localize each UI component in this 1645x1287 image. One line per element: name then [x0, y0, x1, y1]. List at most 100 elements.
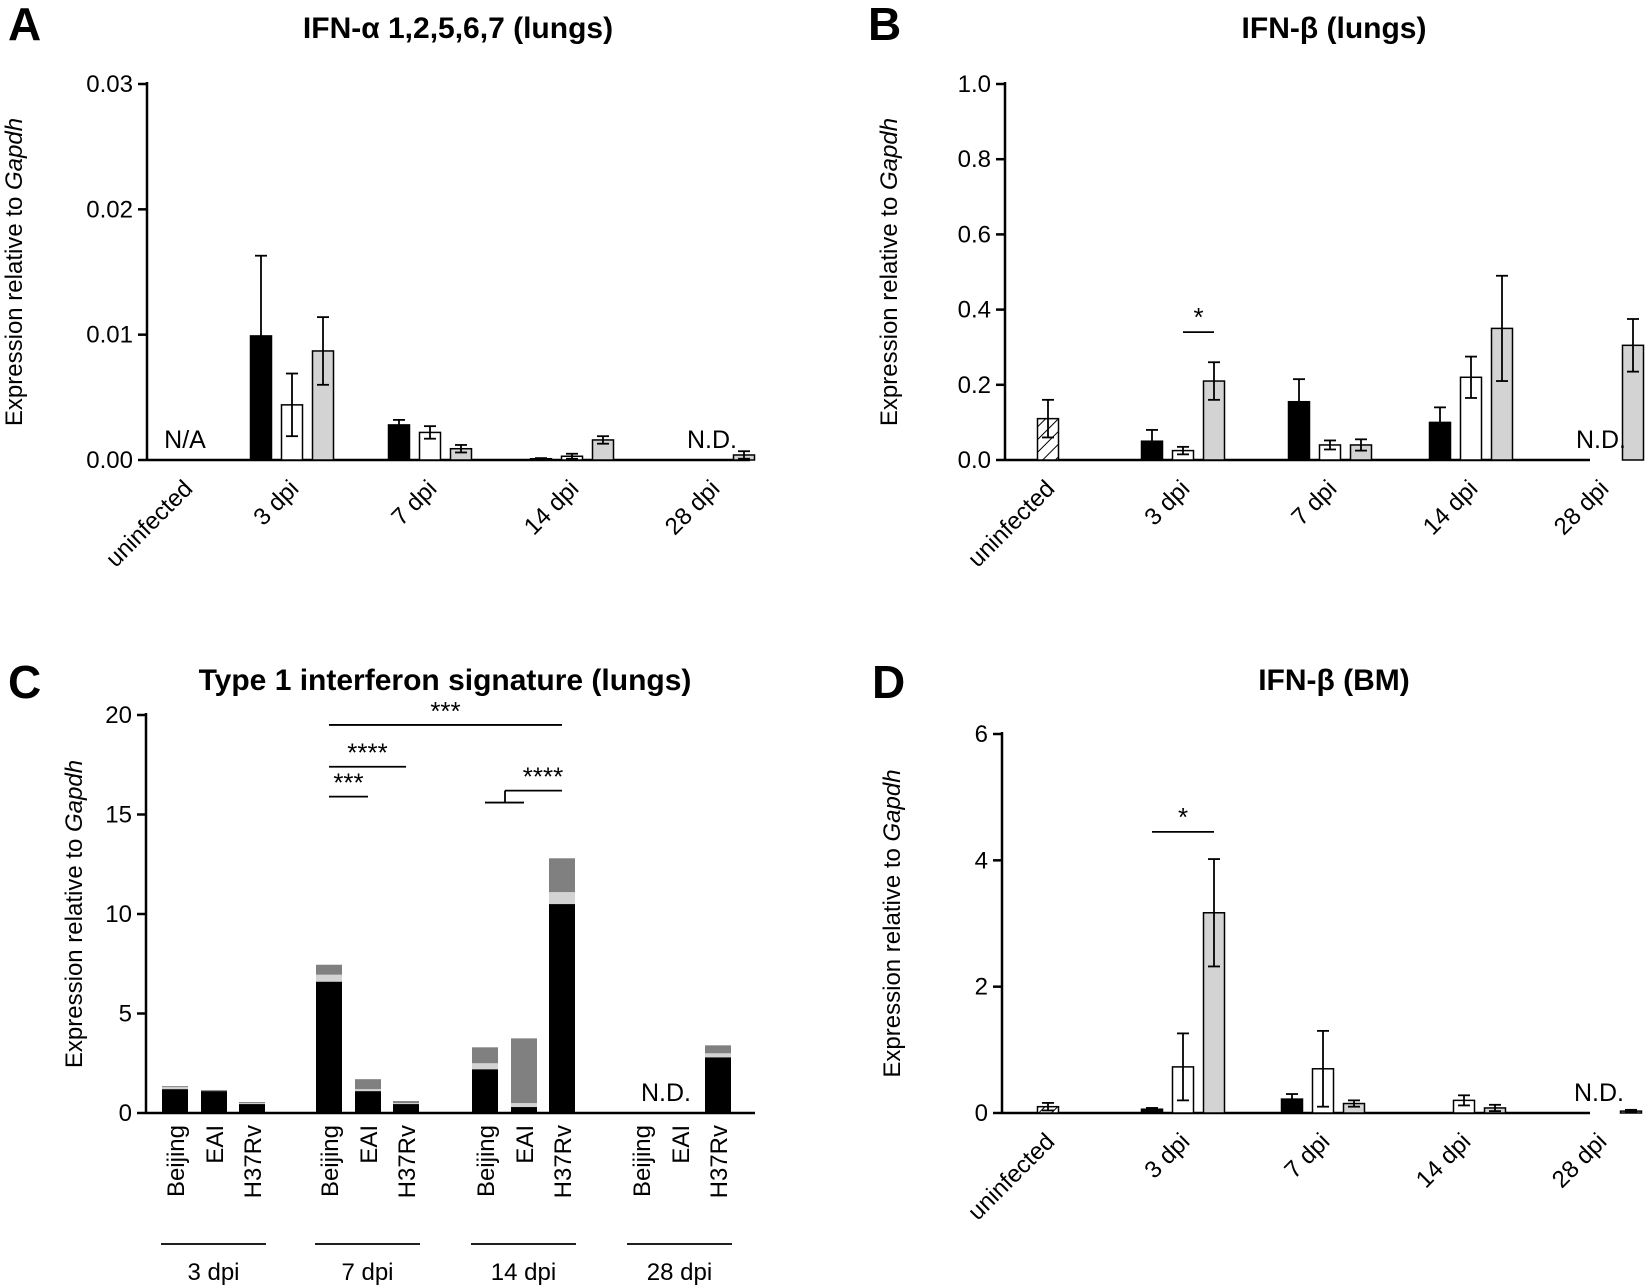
- panel-b-category-label: uninfected: [963, 475, 1060, 572]
- panel-a-annotation: N/A: [164, 426, 206, 454]
- panel-c-bar-segment-h37rv: [393, 1104, 419, 1113]
- panel-c-bar-segment-beijing: [162, 1089, 188, 1113]
- panel-c-bar-segment-eai: [201, 1090, 227, 1092]
- panel-c-bar-segment-beijing: [162, 1087, 188, 1090]
- panel-c-group-label: 3 dpi: [187, 1259, 239, 1286]
- panel-d-category-label: 3 dpi: [1139, 1128, 1195, 1184]
- panel-b-category-label: 7 dpi: [1286, 475, 1342, 531]
- panel-b-y-tick-label: 1.0: [958, 71, 991, 98]
- panel-c-group-label: 7 dpi: [341, 1259, 393, 1286]
- panel-d-chart: 0 2 4 6 Expression relative to Gapdh IFN-β (B…: [879, 664, 1643, 1226]
- panel-c-bar-segment-eai: [511, 1107, 537, 1113]
- panel-c-bar-segment-beijing: [316, 981, 342, 1113]
- panel-b-annotation: N.D.: [1576, 426, 1626, 454]
- panel-c-bar-segment-h37rv: [393, 1101, 419, 1104]
- panel-c-group-label: 28 dpi: [647, 1259, 712, 1286]
- panel-c-bar-segment-eai: [355, 1091, 381, 1113]
- panel-c-strain-label: EAI: [512, 1125, 539, 1164]
- panel-c-bar-segment-eai: [201, 1091, 227, 1113]
- panel-a-y-tick-label: 0.03: [86, 71, 133, 98]
- panel-c-bar-segment-beijing: [472, 1069, 498, 1113]
- panel-b-letter: B: [868, 0, 901, 50]
- panel-c-strain-label: H37Rv: [394, 1125, 421, 1198]
- panel-c-bar-segment-eai: [511, 1103, 537, 1108]
- panel-c-strain-label: H37Rv: [550, 1125, 577, 1198]
- panel-c-bar-segment-eai: [355, 1079, 381, 1090]
- panel-a-category-label: 3 dpi: [248, 475, 304, 531]
- panel-b-y-tick-label: 0.4: [958, 297, 991, 324]
- panel-c-chart: 0 5 10 15 20 Expression relative to Gapdh Type…: [61, 664, 755, 1286]
- panel-c-bar-segment-h37rv: [705, 1057, 731, 1113]
- panel-b-y-tick-label: 0.2: [958, 372, 991, 399]
- panel-c-bar-segment-h37rv: [239, 1104, 265, 1113]
- panel-d-category-label: 14 dpi: [1411, 1128, 1476, 1193]
- panel-d-y-tick-label: 6: [975, 721, 988, 748]
- panel-d-title: IFN-β (BM): [1258, 664, 1410, 697]
- panel-c-strain-label: Beijing: [163, 1125, 190, 1197]
- panel-d-category-label: 28 dpi: [1547, 1128, 1612, 1193]
- panel-d-category-label: uninfected: [963, 1128, 1060, 1225]
- panel-c-significance-label: ***: [430, 696, 460, 726]
- panel-b-y-tick-label: 0.6: [958, 221, 991, 248]
- panel-c-annotation: N.D.: [641, 1079, 691, 1107]
- panel-c-bar-segment-beijing: [316, 974, 342, 982]
- panel-c-bar-segment-h37rv: [549, 904, 575, 1113]
- panel-a-letter: A: [8, 0, 41, 50]
- panel-a-y-tick-label: 0.00: [86, 447, 133, 474]
- panel-b-y-tick-label: 0.0: [958, 447, 991, 474]
- panel-c-strain-label: Beijing: [629, 1125, 656, 1197]
- panel-c-y-tick-label: 5: [119, 1001, 132, 1028]
- panel-a-annotation: N.D.: [687, 426, 737, 454]
- panel-c-y-tick-label: 20: [105, 702, 132, 729]
- panel-c-y-tick-label: 0: [119, 1100, 132, 1127]
- panel-c-bar-segment-h37rv: [393, 1103, 419, 1105]
- panel-c-title: Type 1 interferon signature (lungs): [199, 664, 692, 697]
- panel-c-y-axis-label: Expression relative to Gapdh: [61, 760, 88, 1068]
- panel-b-title: IFN-β (lungs): [1242, 12, 1427, 45]
- panel-d-y-tick-label: 2: [975, 974, 988, 1001]
- panel-b-category-label: 14 dpi: [1418, 475, 1483, 540]
- panel-c-strain-label: H37Rv: [240, 1125, 267, 1198]
- panel-c-strain-label: EAI: [668, 1125, 695, 1164]
- panel-d-y-tick-label: 0: [975, 1100, 988, 1127]
- panel-d-y-tick-label: 4: [975, 847, 988, 874]
- panel-a-y-tick-label: 0.02: [86, 196, 133, 223]
- panel-d-significance-label: *: [1178, 802, 1188, 832]
- panel-c-bar-segment-h37rv: [239, 1102, 265, 1104]
- panel-a-y-tick-label: 0.01: [86, 322, 133, 349]
- panel-c-strain-label: EAI: [202, 1125, 229, 1164]
- panel-c-y-tick-label: 10: [105, 901, 132, 928]
- panel-a-category-label: 28 dpi: [660, 475, 725, 540]
- panel-a-category-label: 7 dpi: [386, 475, 442, 531]
- panel-c-strain-label: Beijing: [317, 1125, 344, 1197]
- panel-c-letter: C: [8, 656, 41, 708]
- panel-a-title: IFN-α 1,2,5,6,7 (lungs): [303, 12, 613, 45]
- panel-b-y-tick-label: 0.8: [958, 146, 991, 173]
- panel-c-bar-segment-beijing: [162, 1086, 188, 1088]
- panel-d-annotation: N.D.: [1574, 1079, 1624, 1107]
- panel-c-bar-segment-beijing: [316, 964, 342, 975]
- panel-c-strain-label: H37Rv: [706, 1125, 733, 1198]
- panel-c-bar-segment-h37rv: [549, 892, 575, 905]
- panel-d-y-axis-label: Expression relative to Gapdh: [879, 769, 906, 1077]
- panel-c-significance-label: ***: [333, 768, 363, 798]
- panel-c-strain-label: Beijing: [473, 1125, 500, 1197]
- panel-c-bar-segment-eai: [511, 1038, 537, 1104]
- panel-c-significance-label: ****: [347, 738, 387, 768]
- panel-b-chart: 0.0 0.2 0.4 0.6 0.8 1.0 Expression relative to…: [876, 12, 1645, 573]
- panel-a-chart: 0.00 0.01 0.02 0.03 Expression relative to G…: [1, 12, 756, 573]
- panel-c-strain-label: EAI: [356, 1125, 383, 1164]
- panel-c-bar-segment-h37rv: [705, 1045, 731, 1054]
- panel-c-bar-segment-eai: [355, 1089, 381, 1092]
- panel-b-y-axis-label: Expression relative to Gapdh: [876, 118, 903, 426]
- panel-c-bar-segment-h37rv: [549, 858, 575, 893]
- panel-a-y-axis-label: Expression relative to Gapdh: [1, 118, 28, 426]
- panel-c-bar-segment-beijing: [472, 1047, 498, 1064]
- panel-c-bar-segment-beijing: [472, 1063, 498, 1070]
- panel-b-significance-label: *: [1193, 302, 1203, 332]
- panel-c-bar-segment-h37rv: [239, 1103, 265, 1105]
- panel-c-group-label: 14 dpi: [491, 1259, 556, 1286]
- panel-c-y-tick-label: 15: [105, 802, 132, 829]
- panel-c-significance-label: ****: [523, 762, 563, 792]
